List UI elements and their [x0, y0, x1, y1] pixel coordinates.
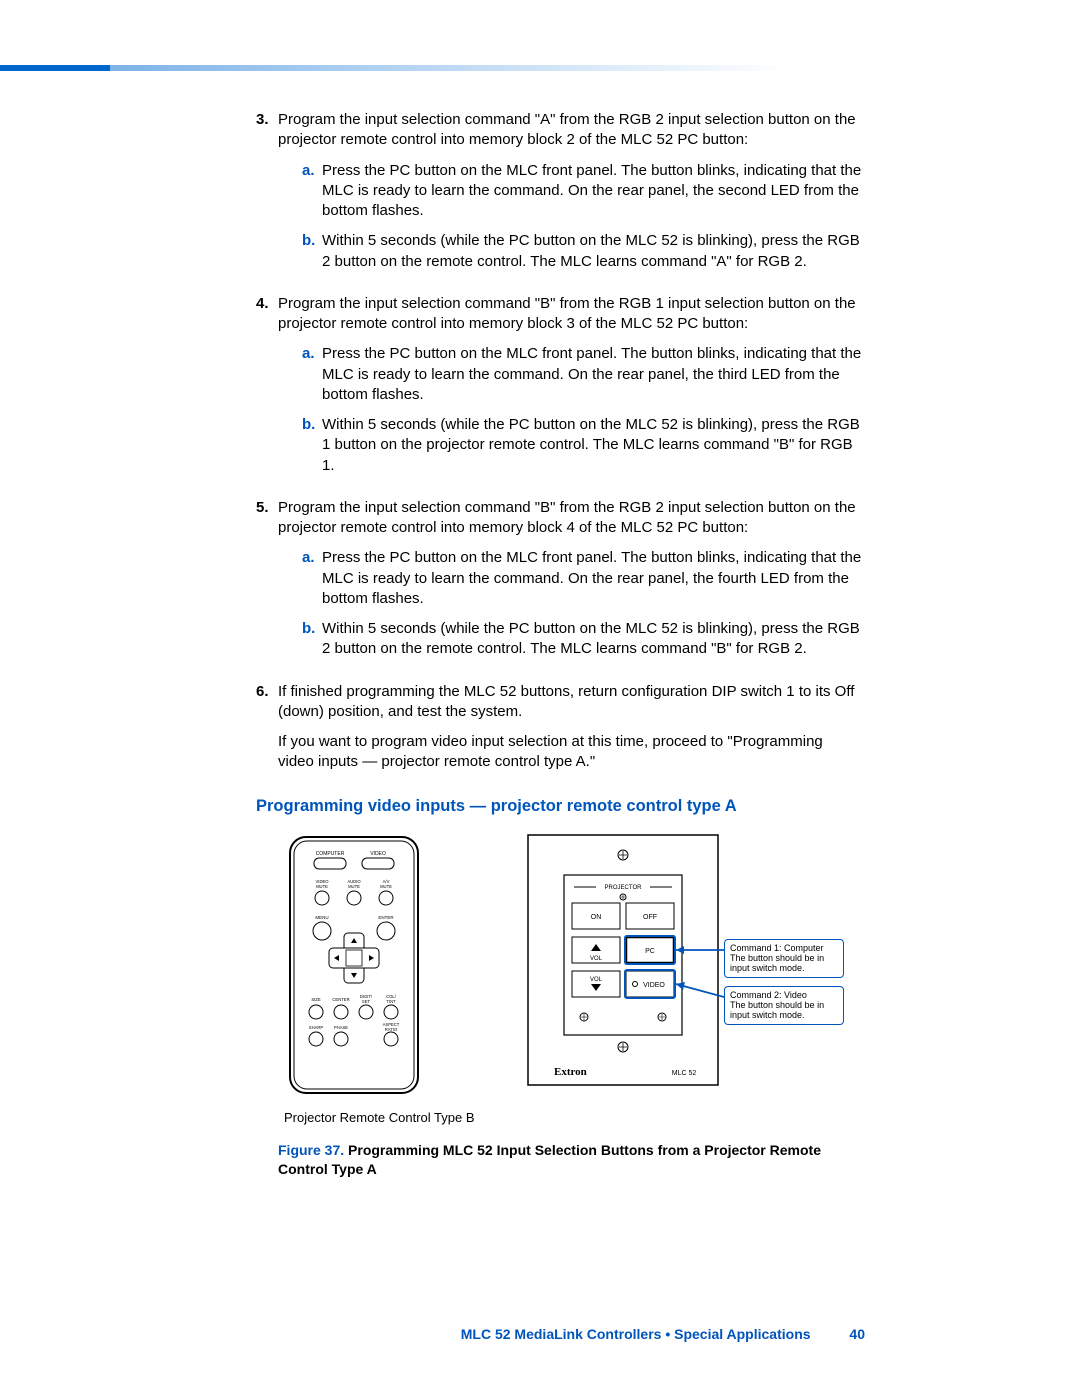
- remote-diagram: COMPUTER VIDEO VIDEOMUTE AUDIOMUTE A/VMU…: [284, 831, 424, 1101]
- substep-letter: b.: [302, 415, 322, 435]
- substep-letter: b.: [302, 231, 322, 251]
- svg-text:VIDEO: VIDEO: [643, 982, 665, 989]
- svg-text:CENTER: CENTER: [332, 997, 349, 1002]
- panel-diagram: PROJECTOR ON OFF VOL PC VOL VIDEO: [524, 831, 724, 1091]
- substep-letter: b.: [302, 619, 322, 639]
- substep-body: Press the PC button on the MLC front pan…: [322, 344, 862, 405]
- svg-text:MUTE: MUTE: [316, 884, 328, 889]
- svg-text:COMPUTER: COMPUTER: [316, 851, 345, 857]
- callout-2: Command 2: Video The button should be in…: [724, 986, 844, 1025]
- callout-2-title: Command 2: Video: [730, 990, 838, 1000]
- step-number: 6.: [256, 682, 278, 702]
- svg-text:VIDEO: VIDEO: [370, 851, 386, 857]
- substeps: a.Press the PC button on the MLC front p…: [302, 344, 862, 476]
- callout-1: Command 1: Computer The button should be…: [724, 939, 844, 978]
- svg-text:TINT: TINT: [386, 999, 396, 1004]
- svg-text:RATIO: RATIO: [385, 1027, 398, 1032]
- substep: a.Press the PC button on the MLC front p…: [302, 344, 862, 405]
- substep: a.Press the PC button on the MLC front p…: [302, 548, 862, 609]
- substep: b.Within 5 seconds (while the PC button …: [302, 619, 862, 660]
- svg-text:Extron: Extron: [554, 1066, 587, 1078]
- footer: MLC 52 MediaLink Controllers • Special A…: [461, 1326, 865, 1342]
- substep: b.Within 5 seconds (while the PC button …: [302, 415, 862, 476]
- svg-text:SHARP: SHARP: [309, 1025, 324, 1030]
- callout-1-title: Command 1: Computer: [730, 943, 838, 953]
- page-number: 40: [849, 1326, 865, 1342]
- callout-2-body: The button should be in input switch mod…: [730, 1000, 838, 1021]
- step-body: If finished programming the MLC 52 butto…: [278, 682, 862, 773]
- svg-text:ENTER: ENTER: [378, 915, 394, 920]
- substep-body: Within 5 seconds (while the PC button on…: [322, 415, 862, 476]
- steps-list: 3.Program the input selection command "A…: [256, 110, 866, 773]
- page-content: 3.Program the input selection command "A…: [256, 110, 866, 1179]
- step: 5.Program the input selection command "B…: [256, 498, 866, 670]
- substeps: a.Press the PC button on the MLC front p…: [302, 548, 862, 659]
- svg-text:MUTE: MUTE: [380, 884, 392, 889]
- substep-body: Press the PC button on the MLC front pan…: [322, 161, 862, 222]
- substep-body: Press the PC button on the MLC front pan…: [322, 548, 862, 609]
- step-number: 4.: [256, 294, 278, 314]
- substeps: a.Press the PC button on the MLC front p…: [302, 161, 862, 272]
- step-body: Program the input selection command "B" …: [278, 294, 862, 486]
- substep-letter: a.: [302, 344, 322, 364]
- svg-text:PHASE: PHASE: [334, 1025, 348, 1030]
- substep: a.Press the PC button on the MLC front p…: [302, 161, 862, 222]
- footer-text: MLC 52 MediaLink Controllers • Special A…: [461, 1326, 811, 1342]
- svg-text:SET: SET: [362, 999, 371, 1004]
- svg-text:VOL: VOL: [590, 977, 603, 983]
- remote-caption: Projector Remote Control Type B: [284, 1109, 475, 1127]
- step-body: Program the input selection command "B" …: [278, 498, 862, 670]
- svg-text:MUTE: MUTE: [348, 884, 360, 889]
- step-number: 5.: [256, 498, 278, 518]
- callout-1-body: The button should be in input switch mod…: [730, 953, 838, 974]
- step: 6.If finished programming the MLC 52 but…: [256, 682, 866, 773]
- step-extra: If you want to program video input selec…: [278, 732, 862, 773]
- step-number: 3.: [256, 110, 278, 130]
- svg-text:MENU: MENU: [315, 915, 328, 920]
- svg-text:VOL: VOL: [590, 956, 603, 962]
- svg-text:MLC 52: MLC 52: [672, 1070, 697, 1077]
- substep-letter: a.: [302, 161, 322, 181]
- substep: b.Within 5 seconds (while the PC button …: [302, 231, 862, 272]
- figure-area: COMPUTER VIDEO VIDEOMUTE AUDIOMUTE A/VMU…: [256, 831, 866, 1171]
- step: 3.Program the input selection command "A…: [256, 110, 866, 282]
- header-gradient: [110, 65, 1080, 71]
- svg-text:OFF: OFF: [643, 914, 657, 921]
- svg-text:PC: PC: [645, 948, 655, 955]
- substep-body: Within 5 seconds (while the PC button on…: [322, 619, 862, 660]
- section-heading: Programming video inputs — projector rem…: [256, 795, 866, 817]
- step: 4.Program the input selection command "B…: [256, 294, 866, 486]
- svg-text:PROJECTOR: PROJECTOR: [605, 885, 643, 891]
- svg-text:ON: ON: [591, 914, 602, 921]
- substep-letter: a.: [302, 548, 322, 568]
- substep-body: Within 5 seconds (while the PC button on…: [322, 231, 862, 272]
- step-body: Program the input selection command "A" …: [278, 110, 862, 282]
- svg-text:SIZE: SIZE: [311, 997, 321, 1002]
- header-bar: [0, 65, 110, 71]
